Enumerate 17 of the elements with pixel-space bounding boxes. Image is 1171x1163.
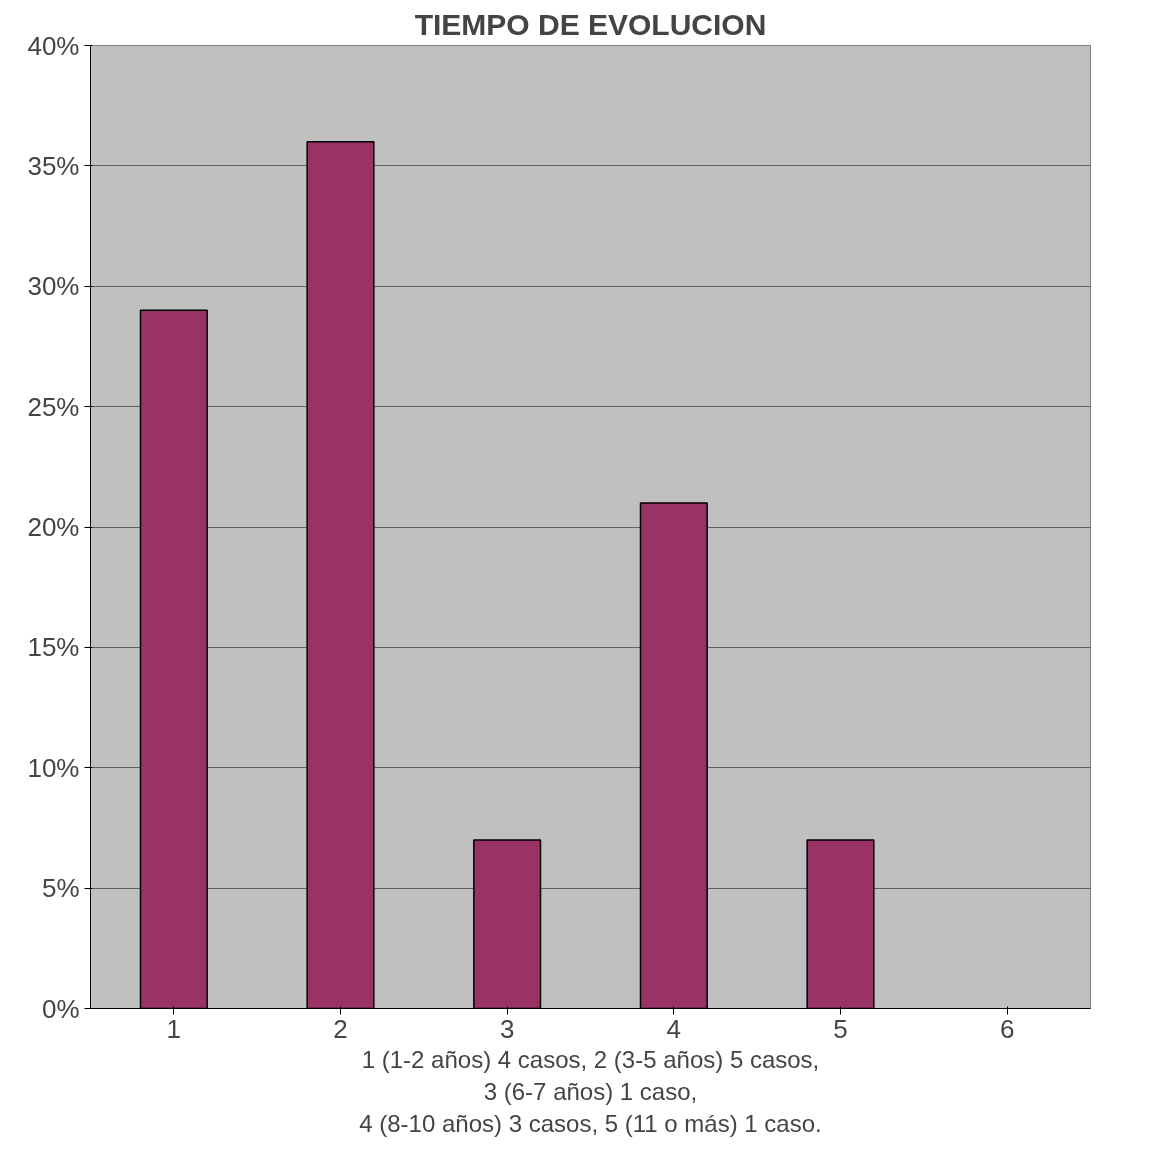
y-tick-label: 40% [27, 30, 80, 61]
y-tick-label: 5% [41, 873, 80, 904]
y-tick-label: 30% [27, 271, 80, 302]
x-tick-label: 3 [499, 1013, 515, 1044]
x-tick-label: 6 [999, 1013, 1015, 1044]
x-axis-title: 1 (1-2 años) 4 casos, 2 (3-5 años) 5 casos, 3 (6-7 años) 1 caso, 4 (8-10 años) 3 casos, 5 (11 o más) 1 caso. [359, 1045, 822, 1138]
x-tick-label: 2 [333, 1013, 348, 1044]
x-tick-label: 1 [166, 1013, 182, 1044]
x-tick-label: 5 [833, 1013, 848, 1044]
y-tick-label: 35% [27, 150, 80, 181]
y-tick-label: 0% [41, 993, 80, 1024]
chart-title: TIEMPO DE EVOLUCION [414, 7, 767, 41]
y-tick-label: 15% [27, 632, 80, 663]
y-tick-label: 25% [27, 391, 80, 422]
x-tick-label: 4 [666, 1013, 682, 1044]
y-tick-label: 20% [27, 512, 80, 542]
y-tick-label: 10% [27, 752, 80, 783]
